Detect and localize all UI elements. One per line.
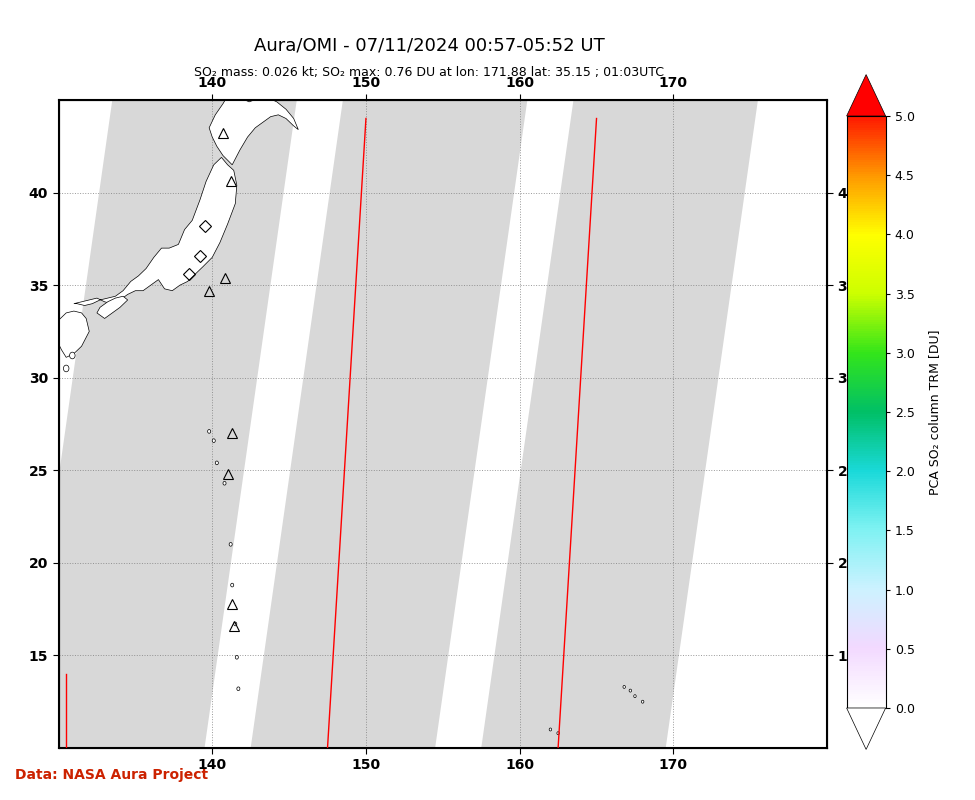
Circle shape	[208, 430, 211, 434]
Polygon shape	[5, 276, 51, 322]
Polygon shape	[20, 100, 296, 748]
Circle shape	[213, 439, 215, 442]
Circle shape	[235, 655, 238, 659]
Circle shape	[51, 393, 57, 399]
Circle shape	[69, 352, 75, 359]
Circle shape	[629, 689, 632, 692]
Circle shape	[642, 700, 644, 703]
Polygon shape	[97, 296, 128, 318]
Text: SO₂ mass: 0.026 kt; SO₂ max: 0.76 DU at lon: 171.88 lat: 35.15 ; 01:03UTC: SO₂ mass: 0.026 kt; SO₂ max: 0.76 DU at …	[194, 66, 664, 78]
Text: Data: NASA Aura Project: Data: NASA Aura Project	[15, 768, 208, 782]
Circle shape	[557, 732, 560, 734]
Circle shape	[623, 686, 625, 688]
Polygon shape	[251, 100, 527, 748]
Text: Aura/OMI - 07/11/2024 00:57-05:52 UT: Aura/OMI - 07/11/2024 00:57-05:52 UT	[254, 36, 604, 54]
Circle shape	[20, 441, 26, 448]
Circle shape	[215, 461, 218, 465]
Circle shape	[229, 542, 232, 546]
Circle shape	[237, 687, 240, 690]
Polygon shape	[53, 311, 90, 358]
Polygon shape	[74, 158, 237, 306]
Polygon shape	[482, 100, 758, 748]
Circle shape	[29, 428, 35, 434]
Polygon shape	[210, 90, 298, 165]
Circle shape	[63, 365, 69, 372]
Circle shape	[223, 482, 226, 485]
Circle shape	[44, 406, 49, 413]
Circle shape	[549, 728, 552, 731]
Circle shape	[0, 463, 5, 470]
Circle shape	[10, 449, 16, 455]
Circle shape	[634, 694, 637, 698]
Circle shape	[231, 583, 234, 587]
Y-axis label: PCA SO₂ column TRM [DU]: PCA SO₂ column TRM [DU]	[928, 330, 942, 494]
Circle shape	[234, 622, 237, 626]
